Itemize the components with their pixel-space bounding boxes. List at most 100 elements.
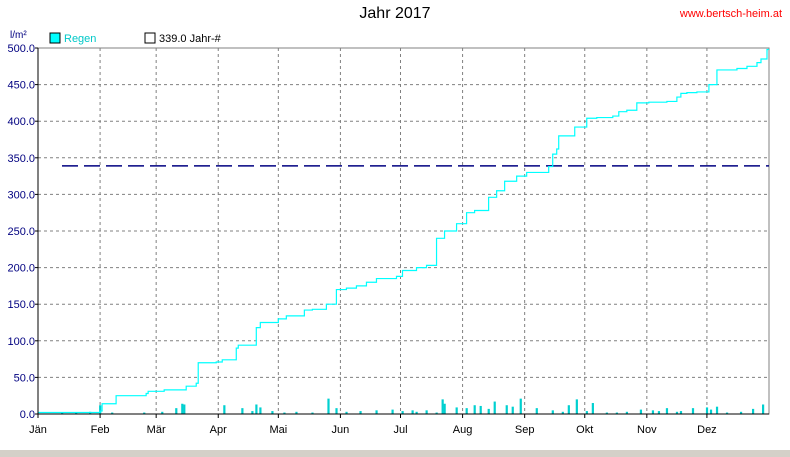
daily-bar bbox=[751, 408, 755, 414]
daily-bar bbox=[725, 412, 729, 414]
daily-bar bbox=[75, 412, 78, 414]
daily-bar bbox=[241, 408, 244, 414]
daily-bar bbox=[271, 411, 274, 414]
daily-bar bbox=[493, 401, 496, 414]
daily-bar bbox=[255, 404, 258, 414]
daily-bar bbox=[665, 408, 669, 414]
y-tick-label: 250.0 bbox=[7, 226, 35, 238]
y-tick-label: 300.0 bbox=[7, 189, 35, 201]
x-tick-label: Dez bbox=[697, 424, 717, 436]
y-tick-label: 500.0 bbox=[7, 43, 35, 55]
daily-bar bbox=[401, 411, 404, 414]
x-tick-label: Nov bbox=[637, 424, 657, 436]
daily-bar bbox=[511, 406, 514, 414]
daily-bar bbox=[473, 405, 476, 414]
daily-bar bbox=[605, 412, 608, 414]
source-url: www.bertsch-heim.at bbox=[679, 8, 782, 20]
daily-bar bbox=[625, 411, 629, 414]
daily-bar bbox=[567, 405, 570, 414]
daily-bar bbox=[143, 412, 146, 414]
daily-bar bbox=[479, 405, 482, 414]
daily-bar bbox=[675, 411, 679, 414]
legend-label-reference: 339.0 Jahr-# bbox=[159, 33, 222, 45]
daily-bar bbox=[535, 408, 538, 414]
daily-bar bbox=[345, 411, 348, 414]
daily-bar bbox=[435, 412, 438, 414]
x-tick-label: Aug bbox=[453, 424, 473, 436]
daily-bar bbox=[295, 411, 298, 414]
daily-bar bbox=[651, 410, 655, 414]
daily-bar bbox=[251, 411, 254, 414]
daily-bar bbox=[709, 409, 713, 414]
daily-bar bbox=[591, 403, 594, 414]
daily-bar bbox=[443, 403, 446, 414]
y-tick-label: 450.0 bbox=[7, 80, 35, 92]
x-tick-label: Jän bbox=[29, 424, 47, 436]
daily-bar bbox=[551, 410, 554, 414]
y-tick-label: 350.0 bbox=[7, 153, 35, 165]
x-tick-label: Jun bbox=[332, 424, 350, 436]
daily-bar bbox=[223, 405, 226, 414]
y-tick-label: 150.0 bbox=[7, 299, 35, 311]
daily-bar bbox=[327, 398, 330, 414]
chart-title: Jahr 2017 bbox=[359, 5, 431, 22]
daily-bar bbox=[465, 408, 468, 414]
legend-label-regen: Regen bbox=[64, 33, 96, 45]
daily-bar bbox=[657, 411, 661, 414]
daily-bar bbox=[181, 403, 184, 414]
y-tick-label: 0.0 bbox=[20, 409, 35, 421]
x-tick-label: Feb bbox=[91, 424, 110, 436]
x-tick-label: Mai bbox=[269, 424, 287, 436]
status-bar bbox=[0, 449, 790, 457]
y-tick-labels: 0.0 50.0 100.0 150.0 200.0 250.0 300.0 350.0 400… bbox=[7, 43, 38, 421]
daily-bar bbox=[761, 404, 765, 414]
daily-bar bbox=[161, 411, 164, 414]
daily-bar bbox=[259, 407, 262, 414]
daily-bar bbox=[359, 411, 362, 414]
daily-bar bbox=[183, 404, 186, 414]
daily-bar bbox=[441, 399, 444, 414]
daily-bar bbox=[679, 411, 683, 414]
legend-swatch-regen bbox=[49, 32, 61, 44]
daily-bar bbox=[715, 406, 719, 414]
y-tick-label: 100.0 bbox=[7, 336, 35, 348]
daily-bar bbox=[519, 398, 522, 414]
legend-swatch-reference bbox=[144, 32, 156, 44]
daily-bar bbox=[615, 412, 618, 414]
x-tick-label: Mär bbox=[147, 424, 166, 436]
x-tick-label: Jul bbox=[393, 424, 407, 436]
y-tick-label: 400.0 bbox=[7, 116, 35, 128]
daily-bar bbox=[61, 412, 64, 414]
x-tick-label: Apr bbox=[210, 424, 227, 436]
legend: Regen 339.0 Jahr-# bbox=[49, 32, 222, 45]
x-tick-labels: Jän Feb Mär Apr Mai Jun Jul Aug Sep Okt Nov Dez bbox=[29, 414, 717, 436]
daily-bar bbox=[705, 407, 709, 414]
daily-bar bbox=[415, 411, 418, 414]
daily-bar bbox=[111, 412, 114, 414]
y-axis-label: l/m² bbox=[10, 30, 27, 41]
daily-bar bbox=[375, 410, 378, 414]
daily-bar bbox=[411, 410, 414, 414]
daily-bar bbox=[425, 410, 428, 414]
daily-bar bbox=[505, 405, 508, 414]
daily-bar bbox=[739, 411, 743, 414]
x-tick-label: Sep bbox=[515, 424, 535, 436]
daily-bar bbox=[455, 407, 458, 414]
daily-bar bbox=[575, 399, 578, 414]
x-tick-label: Okt bbox=[576, 424, 593, 436]
grid bbox=[38, 47, 769, 415]
daily-bar bbox=[391, 409, 394, 414]
y-tick-label: 50.0 bbox=[14, 372, 35, 384]
daily-bar bbox=[585, 411, 588, 414]
y-tick-label: 200.0 bbox=[7, 263, 35, 275]
cumulative-rain-line bbox=[38, 48, 769, 414]
daily-bar bbox=[691, 408, 695, 414]
daily-bar bbox=[283, 412, 286, 414]
daily-bar bbox=[175, 408, 178, 414]
daily-bar bbox=[487, 408, 490, 414]
daily-bar bbox=[99, 405, 102, 414]
daily-bar bbox=[561, 411, 564, 414]
daily-bar bbox=[335, 408, 338, 414]
daily-bar bbox=[311, 412, 314, 414]
